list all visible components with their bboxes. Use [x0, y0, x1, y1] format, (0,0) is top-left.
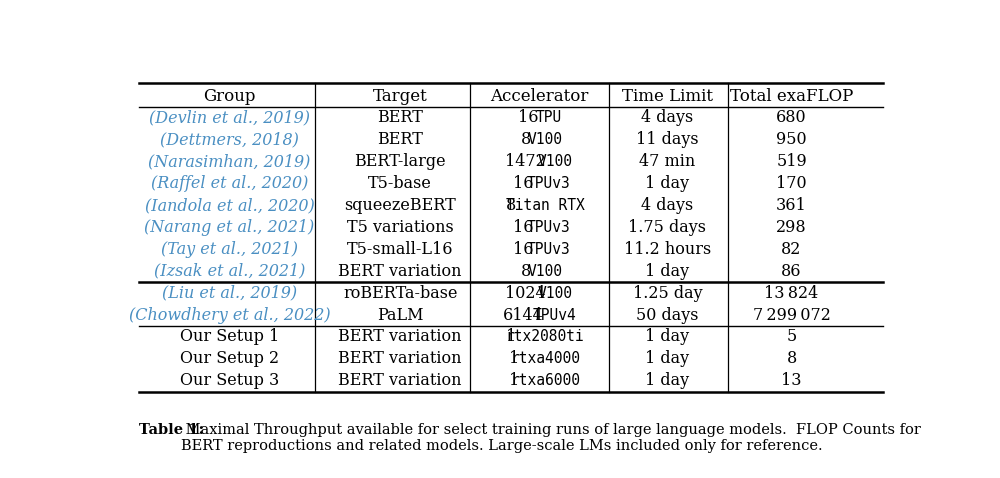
Text: 4 days: 4 days: [641, 109, 694, 126]
Text: 86: 86: [781, 263, 802, 280]
Text: T5-base: T5-base: [368, 175, 432, 192]
Text: 519: 519: [776, 153, 807, 170]
Text: squeezeBERT: squeezeBERT: [344, 197, 456, 214]
Text: 1.75 days: 1.75 days: [629, 219, 706, 236]
Text: rtxa4000: rtxa4000: [510, 351, 580, 366]
Text: 8: 8: [786, 350, 797, 367]
Text: 13 824: 13 824: [764, 284, 819, 302]
Text: V100: V100: [528, 264, 563, 279]
Text: 13: 13: [781, 372, 802, 389]
Text: PaLM: PaLM: [377, 306, 423, 324]
Text: 16: 16: [513, 241, 533, 258]
Text: BERT variation: BERT variation: [338, 350, 462, 367]
Text: Our Setup 1: Our Setup 1: [180, 328, 279, 346]
Text: 7 299 072: 7 299 072: [753, 306, 830, 324]
Text: (Narasimhan, 2019): (Narasimhan, 2019): [148, 153, 311, 170]
Text: TPUv4: TPUv4: [533, 307, 577, 323]
Text: (Dettmers, 2018): (Dettmers, 2018): [160, 131, 299, 148]
Text: 361: 361: [776, 197, 807, 214]
Text: rtx2080ti: rtx2080ti: [506, 329, 585, 345]
Text: V100: V100: [537, 285, 572, 301]
Text: 16: 16: [513, 219, 533, 236]
Text: Our Setup 2: Our Setup 2: [180, 350, 279, 367]
Text: 16: 16: [513, 175, 533, 192]
Text: BERT variation: BERT variation: [338, 328, 462, 346]
Text: 4 days: 4 days: [641, 197, 694, 214]
Text: 50 days: 50 days: [636, 306, 699, 324]
Text: Target: Target: [373, 87, 428, 105]
Text: (Chowdhery et al., 2022): (Chowdhery et al., 2022): [129, 306, 330, 324]
Text: 5: 5: [786, 328, 797, 346]
Text: V100: V100: [528, 132, 563, 147]
Text: 680: 680: [776, 109, 807, 126]
Text: 16: 16: [518, 109, 539, 126]
Text: (Iandola et al., 2020): (Iandola et al., 2020): [145, 197, 314, 214]
Text: 82: 82: [781, 241, 802, 258]
Text: Titan RTX: Titan RTX: [506, 198, 585, 213]
Text: TPUv3: TPUv3: [526, 242, 570, 257]
Text: 6144: 6144: [502, 306, 543, 324]
Text: Table 1:: Table 1:: [139, 423, 204, 437]
Text: Group: Group: [203, 87, 256, 105]
Text: 8: 8: [506, 197, 516, 214]
Text: Maximal Throughput available for select training runs of large language models. : Maximal Throughput available for select …: [181, 423, 921, 453]
Text: 11.2 hours: 11.2 hours: [624, 241, 711, 258]
Text: BERT: BERT: [377, 131, 423, 148]
Text: T5 variations: T5 variations: [347, 219, 454, 236]
Text: roBERTa-base: roBERTa-base: [343, 284, 457, 302]
Text: 170: 170: [776, 175, 807, 192]
Text: Total exaFLOP: Total exaFLOP: [730, 87, 853, 105]
Text: Our Setup 3: Our Setup 3: [180, 372, 279, 389]
Text: 8: 8: [521, 263, 531, 280]
Text: 1: 1: [509, 350, 519, 367]
Text: 298: 298: [776, 219, 807, 236]
Text: 1472: 1472: [505, 153, 546, 170]
Text: BERT-large: BERT-large: [354, 153, 446, 170]
Text: rtxa6000: rtxa6000: [510, 373, 580, 388]
Text: Accelerator: Accelerator: [490, 87, 589, 105]
Text: 1 day: 1 day: [645, 175, 690, 192]
Text: 1 day: 1 day: [645, 372, 690, 389]
Text: (Devlin et al., 2019): (Devlin et al., 2019): [149, 109, 310, 126]
Text: Time Limit: Time Limit: [622, 87, 713, 105]
Text: V100: V100: [537, 154, 572, 169]
Text: 47 min: 47 min: [639, 153, 696, 170]
Text: 1 day: 1 day: [645, 350, 690, 367]
Text: (Raffel et al., 2020): (Raffel et al., 2020): [151, 175, 308, 192]
Text: TPU: TPU: [535, 110, 561, 125]
Text: T5-small-L16: T5-small-L16: [347, 241, 453, 258]
Text: 1024: 1024: [505, 284, 546, 302]
Text: 1: 1: [506, 328, 516, 346]
Text: 8: 8: [521, 131, 531, 148]
Text: 1 day: 1 day: [645, 328, 690, 346]
Text: BERT variation: BERT variation: [338, 263, 462, 280]
Text: (Narang et al., 2021): (Narang et al., 2021): [144, 219, 315, 236]
Text: 11 days: 11 days: [636, 131, 699, 148]
Text: (Liu et al., 2019): (Liu et al., 2019): [162, 284, 297, 302]
Text: 1: 1: [509, 372, 519, 389]
Text: (Izsak et al., 2021): (Izsak et al., 2021): [154, 263, 305, 280]
Text: 1 day: 1 day: [645, 263, 690, 280]
Text: 1.25 day: 1.25 day: [633, 284, 702, 302]
Text: 950: 950: [776, 131, 807, 148]
Text: BERT: BERT: [377, 109, 423, 126]
Text: TPUv3: TPUv3: [526, 176, 570, 191]
Text: BERT variation: BERT variation: [338, 372, 462, 389]
Text: TPUv3: TPUv3: [526, 220, 570, 235]
Text: (Tay et al., 2021): (Tay et al., 2021): [161, 241, 298, 258]
